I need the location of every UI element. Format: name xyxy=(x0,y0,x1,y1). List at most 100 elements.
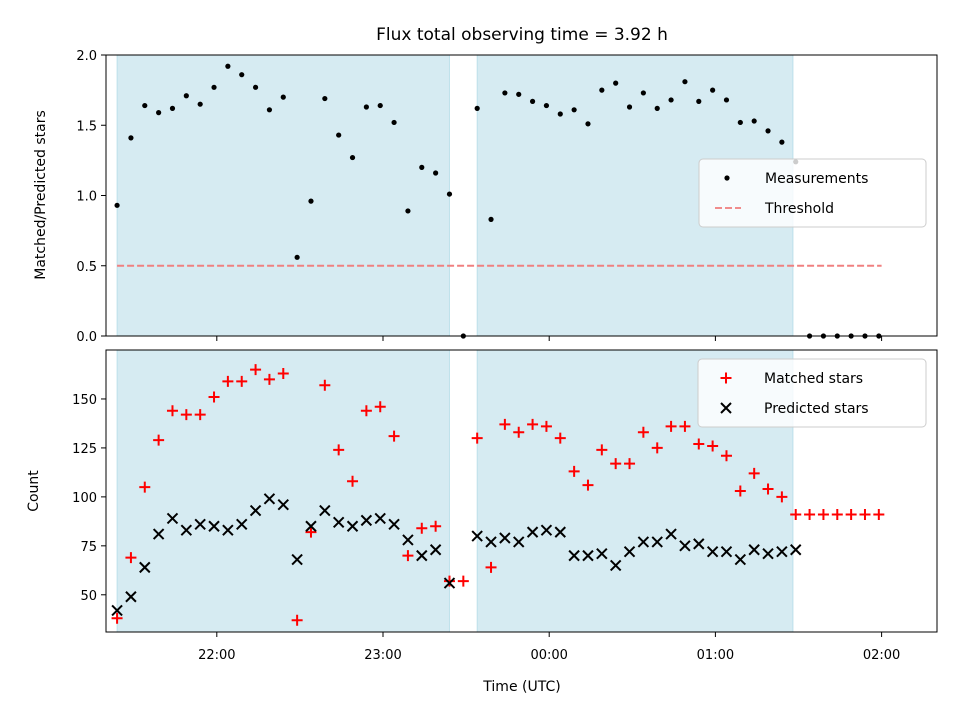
x-axis-label: Time (UTC) xyxy=(482,679,560,695)
series-1-point-39 xyxy=(640,90,646,96)
series-1-point-42 xyxy=(679,420,691,432)
series-1-point-36 xyxy=(596,444,608,456)
series-1-point-17 xyxy=(333,444,345,456)
series-1-point-39 xyxy=(637,426,649,438)
series-2-point-14 xyxy=(291,553,303,566)
legend-glyph-1 xyxy=(720,372,732,384)
series-2-point-21 xyxy=(388,518,400,530)
series-2-point-1 xyxy=(111,604,123,617)
series-1-point-48 xyxy=(765,128,771,134)
series-1-point-44 xyxy=(710,87,716,93)
series-2-point-33 xyxy=(568,549,580,562)
series-1-point-6 xyxy=(183,93,189,99)
series-1-point-23 xyxy=(416,522,428,534)
series-1-point-35 xyxy=(585,121,591,127)
series-1-point-22 xyxy=(405,208,411,214)
series-1-point-38 xyxy=(624,458,636,470)
series-2-point-11 xyxy=(249,504,262,517)
series-1-point-34 xyxy=(568,465,580,477)
y-tick-label-3: 100 xyxy=(72,491,97,506)
series-2-point-16 xyxy=(319,504,331,517)
observing-window-1 xyxy=(116,54,450,337)
series-1-point-5 xyxy=(169,105,176,111)
legend-box xyxy=(698,158,927,228)
series-1-point-20 xyxy=(374,401,386,413)
series-1-point-33 xyxy=(557,111,563,117)
series-1-point-5 xyxy=(166,405,178,417)
series-1-point-44 xyxy=(707,440,719,452)
series-1-point-50 xyxy=(790,509,802,520)
series-1-point-49 xyxy=(776,491,788,503)
series-2-point-3 xyxy=(139,561,151,574)
series-2-point-34 xyxy=(582,549,594,562)
legend-label-2: Predicted stars xyxy=(764,401,869,417)
series-1-point-36 xyxy=(599,87,605,93)
series-2-point-45 xyxy=(734,553,747,566)
series-1-point-41 xyxy=(668,97,674,103)
series-1-point-27 xyxy=(471,432,483,444)
series-1-point-32 xyxy=(540,420,552,432)
series-2-point-42 xyxy=(693,538,705,550)
series-1-point-37 xyxy=(613,80,619,86)
series-2-point-18 xyxy=(346,520,359,532)
series-1-point-30 xyxy=(513,426,525,438)
series-1-point-27 xyxy=(474,105,480,111)
series-1-point-24 xyxy=(430,520,442,532)
series-1-point-29 xyxy=(499,418,511,430)
series-1-point-41 xyxy=(665,420,677,432)
series-2-point-29 xyxy=(513,536,525,548)
series-2-point-17 xyxy=(332,516,345,529)
series-2-point-39 xyxy=(651,536,663,548)
series-1-point-12 xyxy=(266,107,273,113)
legend-glyph-1 xyxy=(724,175,730,181)
series-1-point-33 xyxy=(554,432,566,444)
y-tick-label-4: 1.5 xyxy=(76,119,97,134)
series-1-point-51 xyxy=(804,509,816,520)
bottom-y-axis-label: Count xyxy=(26,470,42,512)
series-1-point-2 xyxy=(125,552,137,564)
series-2-point-23 xyxy=(416,549,428,562)
series-1-point-52 xyxy=(817,509,829,520)
series-1-point-4 xyxy=(156,110,162,116)
bottom-panel: 50 75 100 125 150 22:00 23:00 00:00 01:00 02:00 Ma… xyxy=(72,349,938,663)
series-1-point-19 xyxy=(363,104,369,110)
series-2-point-36 xyxy=(609,559,622,572)
series-1-point-15 xyxy=(308,198,314,204)
series-1-point-21 xyxy=(388,430,400,442)
legend-glyph-2 xyxy=(720,402,732,414)
series-1-point-46 xyxy=(734,485,746,497)
series-1-point-13 xyxy=(277,368,289,379)
series-1-point-56 xyxy=(873,509,885,520)
legend-label-2: Threshold xyxy=(764,201,834,217)
series-1-point-10 xyxy=(236,375,248,387)
series-1-point-3 xyxy=(139,481,151,493)
series-1-point-2 xyxy=(128,135,134,141)
plot-frame xyxy=(105,349,938,633)
x-tick-label-1: 22:00 xyxy=(198,648,235,663)
series-2-point-5 xyxy=(166,512,179,525)
series-1-point-32 xyxy=(543,102,550,109)
series-1-point-7 xyxy=(197,101,203,107)
series-1-point-28 xyxy=(485,561,497,573)
series-2-point-31 xyxy=(540,524,553,536)
series-1-point-49 xyxy=(779,139,785,145)
series-1-point-35 xyxy=(582,479,594,491)
series-1-point-8 xyxy=(211,84,217,90)
series-1-point-31 xyxy=(529,98,536,104)
series-2-point-4 xyxy=(152,528,165,540)
series-2-point-7 xyxy=(194,518,206,530)
x-tick-label-3: 00:00 xyxy=(530,648,567,663)
series-1-point-48 xyxy=(762,483,774,495)
series-1-point-37 xyxy=(610,458,622,470)
series-1-point-16 xyxy=(322,95,328,102)
series-1-point-9 xyxy=(225,63,231,69)
series-1-point-11 xyxy=(252,84,259,90)
series-2-point-38 xyxy=(637,536,650,548)
series-1-point-1 xyxy=(111,612,123,624)
series-1-point-13 xyxy=(280,94,286,100)
y-tick-label-1: 50 xyxy=(80,589,97,604)
series-1-point-19 xyxy=(360,405,372,417)
y-tick-label-3: 1.0 xyxy=(76,190,97,205)
series-2-point-25 xyxy=(443,577,456,589)
series-2-point-12 xyxy=(263,493,276,505)
